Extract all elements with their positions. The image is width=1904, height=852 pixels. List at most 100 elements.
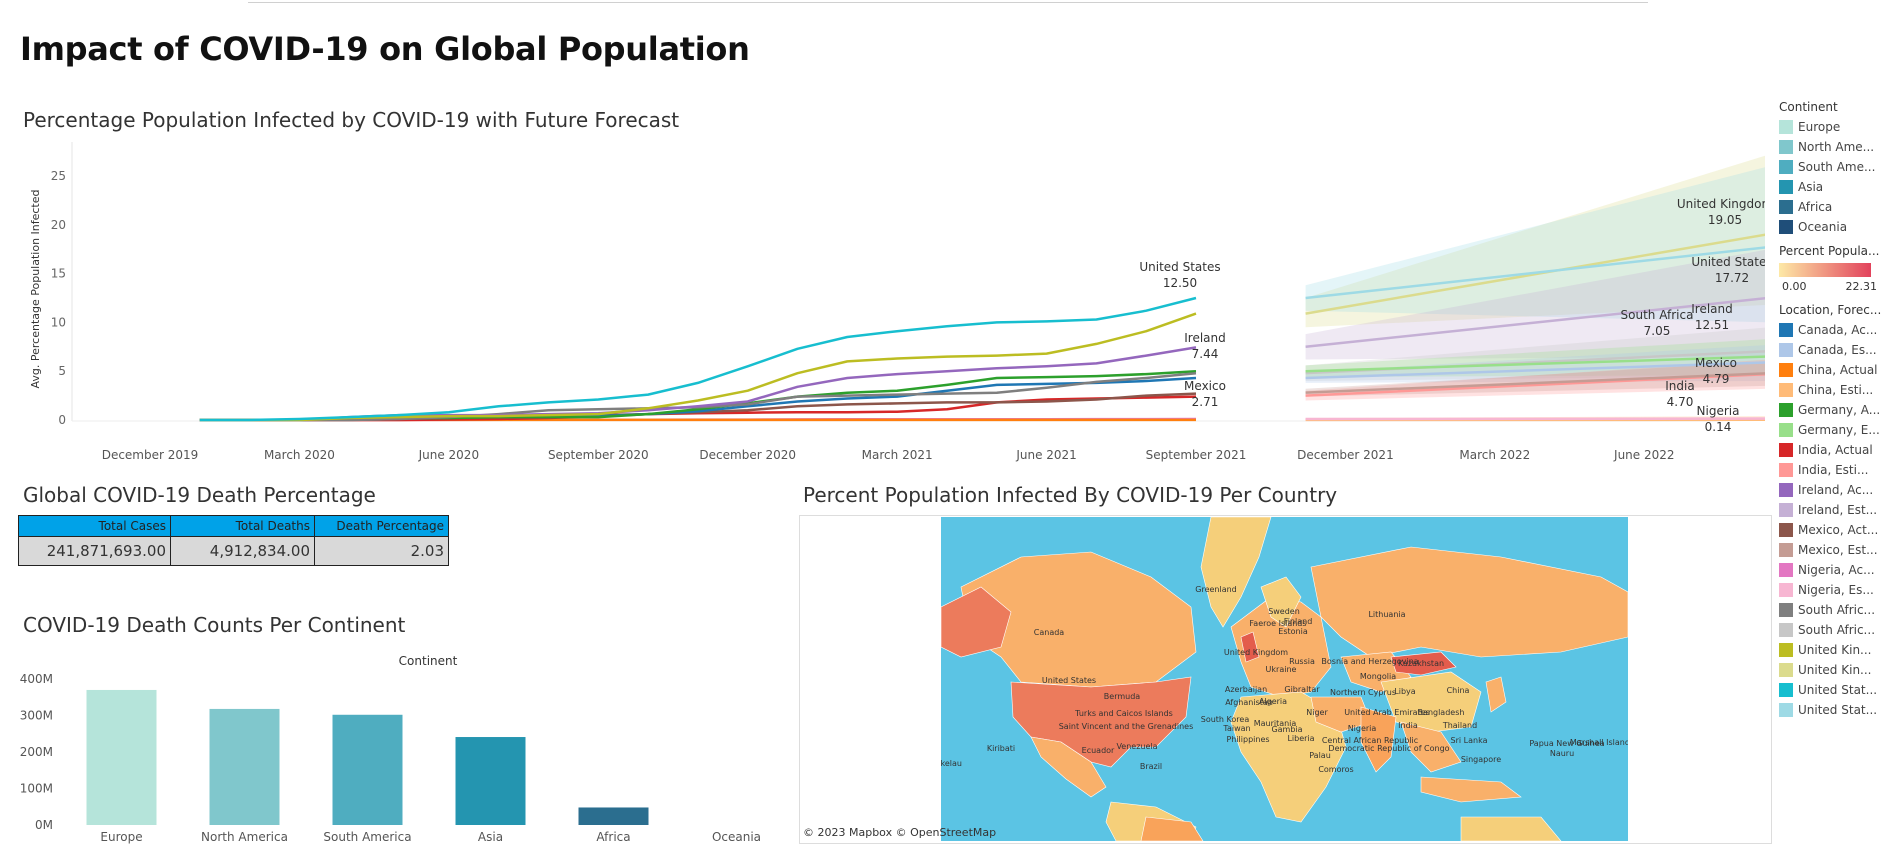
x-tick-label: September 2020 <box>548 448 649 462</box>
value-total-deaths: 4,912,834.00 <box>170 536 315 566</box>
continent-legend-item[interactable]: Oceania <box>1779 217 1904 237</box>
bar-europe <box>86 689 157 825</box>
location-legend-swatch <box>1779 703 1793 717</box>
location-legend-item[interactable]: United Stat... <box>1779 700 1904 720</box>
bar-category-label: North America <box>201 830 288 844</box>
middle-east-shape <box>1310 696 1372 733</box>
location-legend-swatch <box>1779 543 1793 557</box>
continent-death-bar-chart: Continent 0M 100M 200M 300M 400M Europe North A… <box>20 654 761 844</box>
value-total-cases: 241,871,693.00 <box>18 536 171 566</box>
bar-y-tick-label: 300M <box>20 709 53 723</box>
annotation-country: United States <box>1139 260 1220 274</box>
location-legend-item[interactable]: Mexico, Act... <box>1779 520 1904 540</box>
forecast-line-canada-estimate <box>1305 361 1765 380</box>
mongolia-shape <box>1390 651 1457 676</box>
forecast-line-ireland-estimate <box>1305 297 1765 349</box>
continent-legend-item[interactable]: Asia <box>1779 177 1904 197</box>
map-label-gibraltar: Gibraltar <box>1284 685 1320 694</box>
map-label-faeroe-islands: Faeroe Islands <box>1249 619 1306 628</box>
location-legend-swatch <box>1779 383 1793 397</box>
annotation-country: Mexico <box>1695 356 1737 370</box>
australia-shape <box>1460 816 1562 841</box>
location-legend-swatch <box>1779 643 1793 657</box>
location-legend-item[interactable]: China, Esti... <box>1779 380 1904 400</box>
line-chart-title: Percentage Population Infected by COVID-… <box>23 108 680 132</box>
continent-legend-swatch <box>1779 160 1793 174</box>
continent-legend-item[interactable]: Europe <box>1779 117 1904 137</box>
location-legend-label: China, Actual <box>1798 363 1878 377</box>
continent-legend: Europe North Ame... South Ame... Asia Africa… <box>1779 117 1904 237</box>
china-shape <box>1380 671 1482 733</box>
map-label-brazil: Brazil <box>1140 762 1162 771</box>
annotation-country: Ireland <box>1184 331 1226 345</box>
map-label-nigeria: Nigeria <box>1348 724 1377 733</box>
location-legend-item[interactable]: China, Actual <box>1779 360 1904 380</box>
continent-legend-title: Continent <box>1779 100 1838 114</box>
map-label-libya: Libya <box>1394 687 1415 696</box>
location-legend-item[interactable]: India, Esti... <box>1779 460 1904 480</box>
bar-chart-title: COVID-19 Death Counts Per Continent <box>23 613 406 637</box>
forecast-band-ireland-estimate <box>1305 249 1765 360</box>
map-label-mauritania: Mauritania <box>1254 719 1297 728</box>
location-legend-item[interactable]: South Afric... <box>1779 600 1904 620</box>
map-label-south-korea: South Korea <box>1201 715 1250 724</box>
map-label-turks-and-caicos-islands: Turks and Caicos Islands <box>1074 709 1173 718</box>
map-label-estonia: Estonia <box>1278 627 1308 636</box>
location-legend-swatch <box>1779 343 1793 357</box>
x-tick-label: December 2019 <box>102 448 199 462</box>
mexico-shape <box>1030 736 1107 798</box>
forecast-line-united-kingdom-estimate <box>1305 233 1765 315</box>
continent-legend-item[interactable]: South Ame... <box>1779 157 1904 177</box>
y-tick-label: 20 <box>51 218 66 232</box>
location-legend-item[interactable]: South Afric... <box>1779 620 1904 640</box>
location-legend-item[interactable]: Ireland, Ac... <box>1779 480 1904 500</box>
location-legend-item[interactable]: Ireland, Est... <box>1779 500 1904 520</box>
series-line-united-kingdom-actual <box>199 312 1197 422</box>
map-label-finland: Finland <box>1284 617 1313 626</box>
location-legend-item[interactable]: Germany, E... <box>1779 420 1904 440</box>
death-table-title: Global COVID-19 Death Percentage <box>23 483 376 507</box>
map-label-liberia: Liberia <box>1287 734 1314 743</box>
southeast-asia-shape <box>1400 721 1462 773</box>
location-legend-item[interactable]: Canada, Es... <box>1779 340 1904 360</box>
bar-category-label: Europe <box>100 830 142 844</box>
location-legend-item[interactable]: India, Actual <box>1779 440 1904 460</box>
annotation-country: United States <box>1691 255 1765 269</box>
y-tick-label: 10 <box>51 315 66 329</box>
location-legend-item[interactable]: United Kin... <box>1779 640 1904 660</box>
location-legend-item[interactable]: United Stat... <box>1779 680 1904 700</box>
location-legend-item[interactable]: Nigeria, Es... <box>1779 580 1904 600</box>
annotation-value: 4.70 <box>1667 395 1694 409</box>
location-legend-title: Location, Forec... <box>1779 303 1882 317</box>
location-legend-item[interactable]: Mexico, Est... <box>1779 540 1904 560</box>
map-label-thailand: Thailand <box>1442 721 1477 730</box>
map-label-papua-new-guinea: Papua New Guinea <box>1529 739 1604 748</box>
continent-legend-item[interactable]: Africa <box>1779 197 1904 217</box>
russia-shape <box>1310 546 1628 658</box>
greenland-shape <box>1200 517 1272 628</box>
location-legend-item[interactable]: Germany, A... <box>1779 400 1904 420</box>
location-legend-item[interactable]: Canada, Ac... <box>1779 320 1904 340</box>
continent-legend-label: Europe <box>1798 120 1841 134</box>
forecast-line-germany-estimate <box>1305 355 1765 373</box>
annotation-country: South Africa <box>1621 308 1694 322</box>
bar-south-america <box>332 714 403 825</box>
location-legend-item[interactable]: Nigeria, Ac... <box>1779 560 1904 580</box>
continent-legend-label: South Ame... <box>1798 160 1876 174</box>
map-label-singapore: Singapore <box>1461 755 1501 764</box>
world-map[interactable]: Greenland Canada United States Bermuda Turks… <box>941 517 1628 841</box>
map-label-azerbaijan: Azerbaijan <box>1225 685 1267 694</box>
bar-y-tick-label: 0M <box>35 818 53 832</box>
location-legend-label: Mexico, Est... <box>1798 543 1878 557</box>
map-label-marshall-islands: Marshall Islands <box>1570 738 1628 747</box>
continent-legend-item[interactable]: North Ame... <box>1779 137 1904 157</box>
location-legend-item[interactable]: United Kin... <box>1779 660 1904 680</box>
map-attribution[interactable]: © 2023 Mapbox © OpenStreetMap <box>803 826 997 839</box>
bar-category-label: Africa <box>596 830 630 844</box>
uk-shape <box>1240 631 1260 663</box>
map-label-palau: Palau <box>1309 751 1331 760</box>
location-legend-label: Canada, Es... <box>1798 343 1877 357</box>
location-legend-label: United Kin... <box>1798 663 1872 677</box>
map-label-saint-vincent-and-the-grenadines: Saint Vincent and the Grenadines <box>1059 722 1194 731</box>
x-tick-label: September 2021 <box>1146 448 1247 462</box>
